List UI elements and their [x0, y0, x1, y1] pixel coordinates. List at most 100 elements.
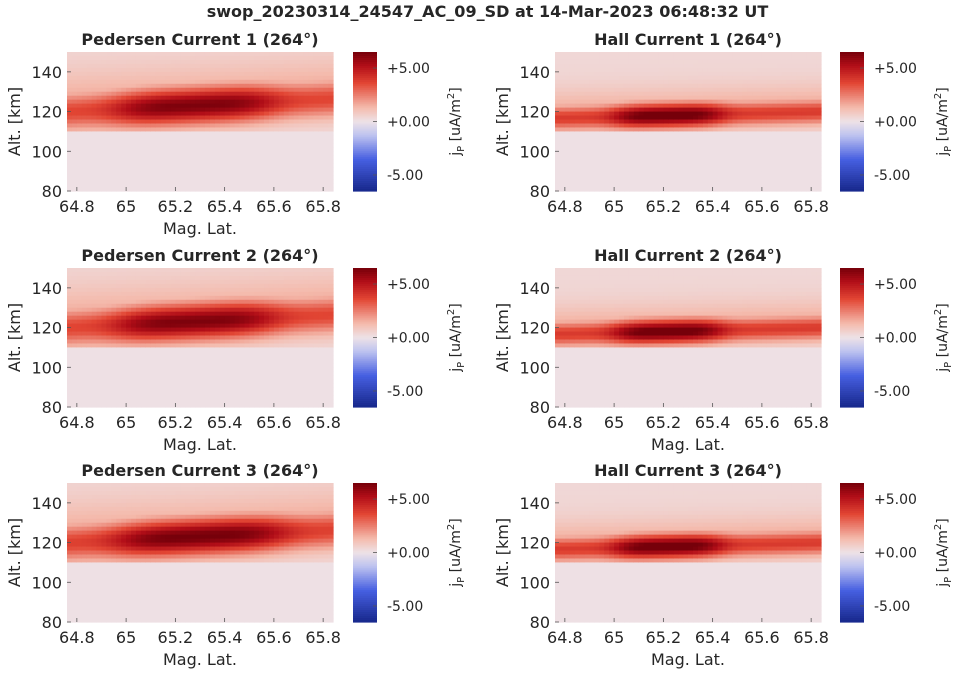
heatmap-cell — [229, 111, 236, 117]
heatmap-cell — [555, 71, 561, 77]
heatmap-cell — [638, 123, 645, 129]
heatmap-cell — [150, 99, 157, 105]
heatmap-cell — [747, 135, 753, 140]
heatmap-cell — [683, 83, 689, 89]
heatmap-cell — [555, 139, 561, 144]
heatmap-cell — [96, 275, 103, 281]
heatmap-cell — [737, 135, 743, 140]
heatmap-cell — [71, 323, 78, 329]
heatmap-cell — [555, 107, 561, 113]
heatmap-cell — [668, 99, 674, 105]
heatmap-cell — [101, 275, 108, 281]
heatmap-cell — [604, 135, 610, 140]
heatmap-cell — [135, 71, 142, 77]
heatmap-cell — [328, 175, 334, 180]
heatmap-cell — [121, 391, 127, 396]
heatmap-cell — [747, 55, 753, 61]
heatmap-cell — [658, 163, 664, 168]
heatmap-cell — [717, 59, 724, 65]
heatmap-cell — [126, 119, 132, 125]
heatmap-cell — [318, 71, 324, 77]
heatmap-cell — [140, 79, 147, 85]
heatmap-cell — [180, 291, 186, 297]
heatmap-cell — [121, 375, 127, 380]
heatmap-cell — [688, 99, 694, 105]
heatmap-cell — [278, 143, 285, 148]
heatmap-cell — [200, 275, 206, 281]
heatmap-cell — [111, 107, 117, 113]
heatmap-cell — [589, 139, 596, 144]
heatmap-cell — [244, 103, 250, 109]
heatmap-cell — [116, 63, 122, 69]
colorbar-segment — [353, 69, 377, 73]
heatmap-cell — [722, 175, 729, 180]
y-axis-label: Alt. [km] — [493, 87, 512, 156]
heatmap-cell — [594, 91, 600, 97]
heatmap-cell — [259, 167, 265, 172]
heatmap-cell — [224, 103, 231, 109]
heatmap-cell — [697, 127, 704, 133]
heatmap-cell — [209, 159, 216, 164]
heatmap-cell — [150, 355, 157, 360]
heatmap-cell — [180, 323, 186, 329]
heatmap-cell — [165, 367, 172, 372]
heatmap-cell — [126, 167, 132, 172]
heatmap-cell — [170, 131, 176, 136]
heatmap-cell — [155, 103, 162, 109]
heatmap-cell — [589, 175, 596, 180]
heatmap-cell — [200, 268, 206, 273]
heatmap-cell — [678, 59, 684, 65]
heatmap-cell — [737, 55, 743, 61]
heatmap-cell — [96, 119, 103, 125]
heatmap-cell — [135, 367, 142, 372]
heatmap-cell — [249, 139, 255, 144]
heatmap-cell — [668, 115, 674, 121]
heatmap-cell — [742, 103, 748, 109]
heatmap-cell — [313, 187, 319, 192]
heatmap-cell — [180, 347, 186, 352]
heatmap-cell — [579, 159, 586, 164]
heatmap-cell — [293, 183, 300, 188]
heatmap-cell — [96, 167, 103, 172]
heatmap-cell — [140, 75, 147, 81]
heatmap-cell — [219, 131, 226, 136]
heatmap-cell — [328, 159, 334, 164]
heatmap-cell — [116, 363, 122, 368]
heatmap-cell — [76, 183, 83, 188]
heatmap-cell — [91, 379, 98, 384]
heatmap-cell — [761, 79, 768, 85]
heatmap-cell — [200, 111, 206, 117]
heatmap-cell — [239, 151, 245, 156]
heatmap-cell — [111, 131, 117, 136]
heatmap-cell — [761, 187, 768, 192]
heatmap-cell — [170, 55, 176, 61]
heatmap-cell — [653, 139, 660, 144]
heatmap-cell — [609, 147, 615, 152]
heatmap-cell — [668, 123, 674, 129]
heatmap-cell — [96, 131, 103, 136]
heatmap-cell — [126, 403, 132, 408]
heatmap-cell — [214, 179, 221, 184]
heatmap-cell — [106, 67, 112, 73]
heatmap-cell — [131, 279, 137, 285]
heatmap-cell — [791, 135, 797, 140]
heatmap-cell — [663, 79, 669, 85]
heatmap-cell — [86, 131, 93, 136]
heatmap-cell — [239, 159, 245, 164]
heatmap-cell — [707, 52, 714, 57]
heatmap-cell — [609, 63, 615, 69]
heatmap-cell — [678, 63, 684, 69]
heatmap-cell — [91, 359, 98, 364]
heatmap-cell — [239, 119, 245, 125]
heatmap-cell — [101, 287, 108, 293]
heatmap-cell — [816, 151, 822, 156]
heatmap-cell — [633, 183, 640, 188]
heatmap-cell — [712, 159, 719, 164]
heatmap-cell — [264, 95, 270, 101]
heatmap-cell — [594, 52, 600, 57]
heatmap-cell — [200, 87, 206, 93]
heatmap-cell — [249, 67, 255, 73]
heatmap-cell — [106, 95, 112, 101]
heatmap-cell — [106, 127, 112, 133]
heatmap-cell — [259, 115, 265, 121]
